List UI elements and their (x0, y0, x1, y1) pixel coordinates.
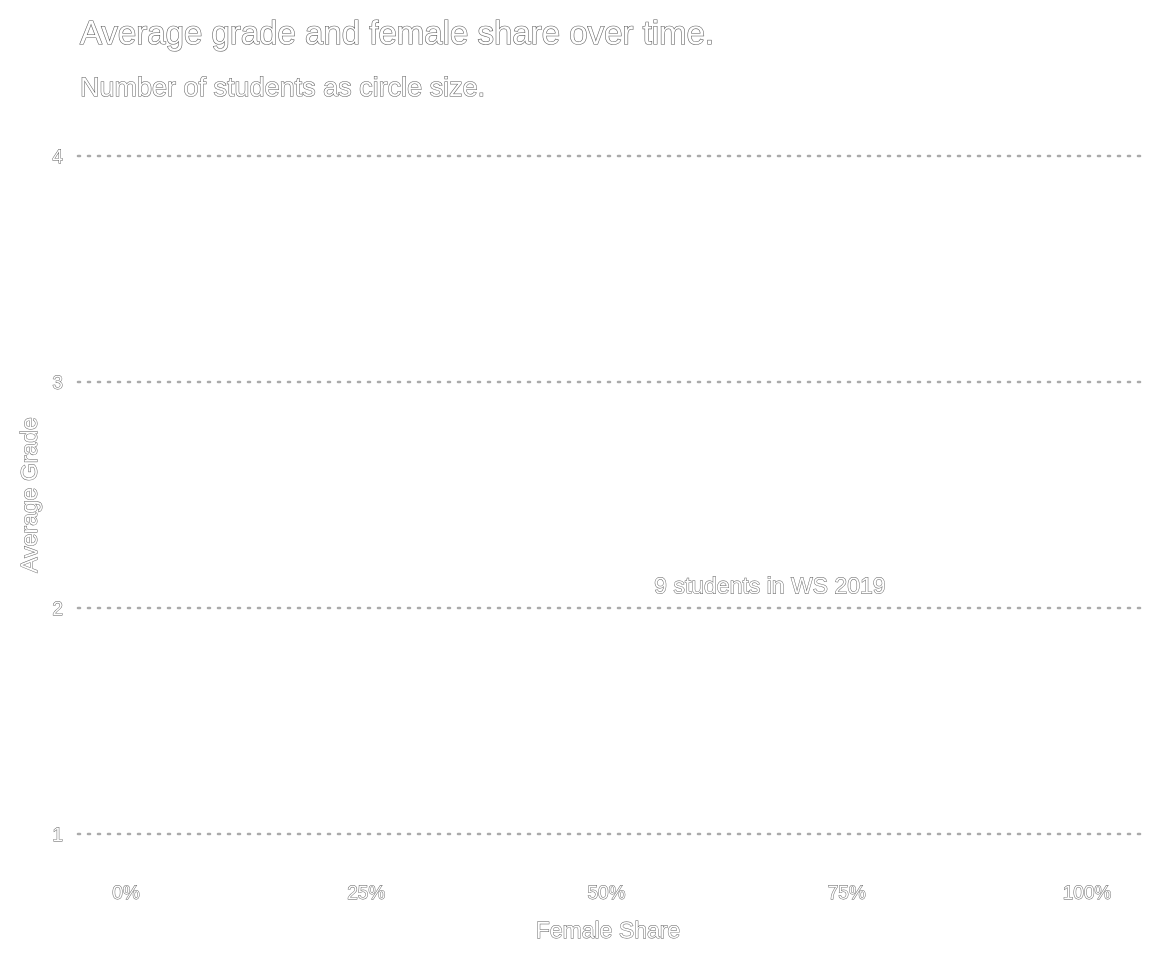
gridlines (76, 154, 1142, 836)
x-tick-label: 0% (112, 883, 140, 904)
y-axis-ticks: 1 2 3 4 (52, 147, 64, 847)
y-axis-title: Average Grade (16, 417, 42, 573)
y-tick-label: 2 (52, 599, 63, 620)
y-tick-label: 1 (52, 825, 63, 846)
x-tick-label: 75% (828, 883, 866, 904)
y-tick-label: 4 (52, 147, 63, 168)
x-axis-title: Female Share (536, 917, 680, 943)
x-tick-label: 25% (347, 883, 385, 904)
x-tick-label: 100% (1063, 883, 1112, 904)
chart-subtitle: Number of students as circle size. (80, 72, 485, 102)
x-tick-label: 50% (587, 883, 625, 904)
x-axis-ticks: 0% 25% 50% 75% 100% (112, 883, 1112, 905)
annotation-label: 9 students in WS 2019 (654, 572, 885, 598)
chart-title: Average grade and female share over time… (80, 14, 714, 51)
annotations: 9 students in WS 2019 (654, 572, 886, 599)
y-tick-label: 3 (52, 373, 63, 394)
